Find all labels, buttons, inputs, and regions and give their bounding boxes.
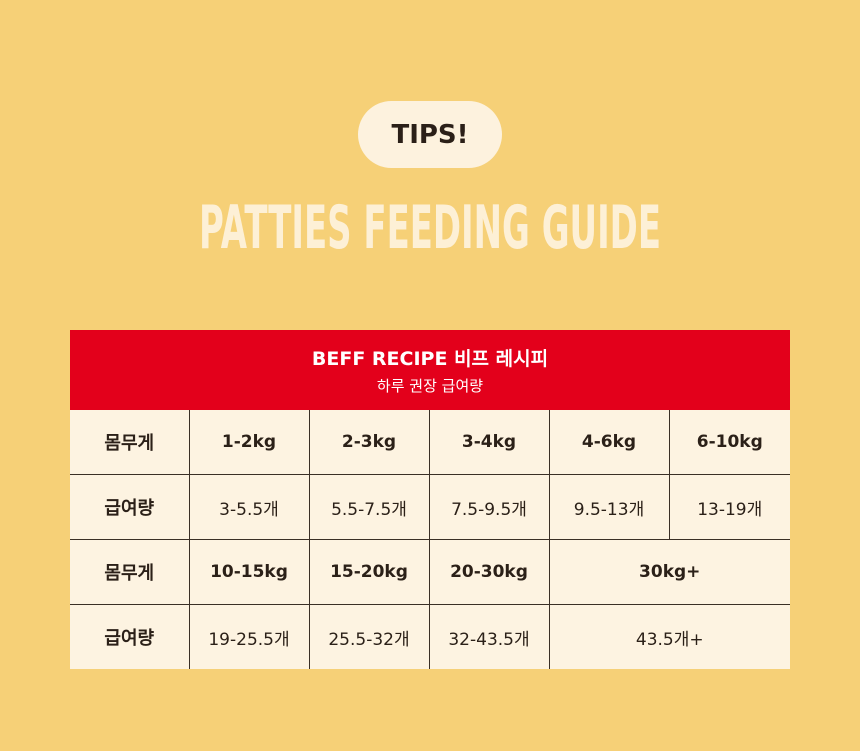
table-cell: 32-43.5개	[428, 604, 549, 669]
row-label: 급여량	[70, 474, 189, 540]
table-cell: 6-10kg	[668, 410, 790, 475]
table-cell: 3-5.5개	[188, 474, 309, 540]
title-area: PATTIES FEEDING GUIDE	[199, 193, 661, 263]
table-title: BEFF RECIPE 비프 레시피	[311, 348, 549, 370]
table-cell: 20-30kg	[428, 539, 549, 605]
row-label: 몸무게	[104, 433, 155, 454]
feeding-table: BEFF RECIPE 비프 레시피 하루 권장 급여량 몸무게 1-2kg 2-3…	[70, 330, 790, 669]
table-cell: 15-20kg	[308, 539, 429, 605]
table-cell: 4-6kg	[548, 410, 669, 475]
row-label: 급여량	[70, 604, 189, 669]
table-cell: 30kg+	[548, 539, 790, 605]
table-cell: 5.5-7.5개	[308, 474, 429, 540]
table-header: BEFF RECIPE 비프 레시피 하루 권장 급여량	[70, 330, 790, 410]
table-row: 몸무게 10-15kg 15-20kg 20-30kg 30kg+	[70, 539, 790, 605]
table-row: 급여량 19-25.5개 25.5-32개 32-43.5개 43.5개+	[70, 604, 790, 669]
table-cell: 9.5-13개	[548, 474, 669, 540]
table-cell: 13-19개	[668, 474, 790, 540]
table-cell: 43.5개+	[548, 604, 790, 669]
table-row: 몸무게 1-2kg 2-3kg 3-4kg 4-6kg 6-10kg	[70, 410, 790, 475]
table-cell: 7.5-9.5개	[428, 474, 549, 540]
table: 몸무게 1-2kg 2-3kg 3-4kg 4-6kg 6-10kg 급여량 3-5.5개 5.…	[70, 410, 790, 669]
table-cell: 3-4kg	[428, 410, 549, 475]
table-cell: 19-25.5개	[188, 604, 309, 669]
table-subtitle: 하루 권장 급여량	[376, 377, 484, 395]
table-row: 급여량 3-5.5개 5.5-7.5개 7.5-9.5개 9.5-13개 13-19개	[70, 474, 790, 540]
row-label: 몸무게	[70, 539, 189, 605]
table-cell: 25.5-32개	[308, 604, 429, 669]
table-cell: 2-3kg	[308, 410, 429, 475]
table-cell: 1-2kg	[188, 410, 309, 475]
table-cell: 10-15kg	[188, 539, 309, 605]
title: PATTIES FEEDING GUIDE	[199, 193, 661, 263]
badge: TIPS!	[358, 101, 502, 168]
